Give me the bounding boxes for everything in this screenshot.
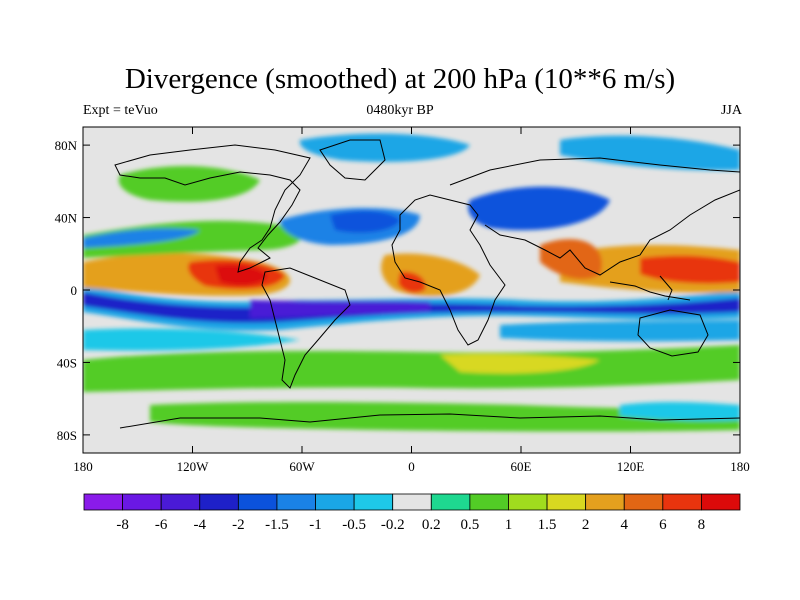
field-neg-nh-sub [83, 228, 200, 248]
lat-tick-label: 40S [57, 355, 77, 370]
eurasia-outline [449, 157, 740, 276]
colorbar-label: -0.2 [381, 517, 405, 533]
field-pos-pacific-peak [215, 264, 268, 286]
colorbar-swatch [83, 493, 123, 511]
lon-tick-label: 60W [289, 459, 315, 474]
field-pos-antarctic [150, 401, 740, 432]
colorbar-swatch [199, 493, 239, 511]
experiment-label: Expt = teVuo [83, 103, 158, 118]
colorbar-swatch [701, 493, 741, 511]
map-title: Divergence (smoothed) at 200 hPa (10**6 … [124, 63, 676, 95]
colorbar-label: -2 [232, 517, 245, 533]
colorbar-swatch [392, 493, 432, 511]
colorbar-label: 8 [698, 517, 706, 533]
greenland-outline [319, 139, 386, 181]
lon-tick-label: 120E [617, 459, 645, 474]
field-neg-south-east [500, 320, 740, 342]
field-pos-south-core [440, 353, 600, 374]
field-neg-arctic [299, 133, 470, 162]
colorbar-label: 6 [659, 517, 667, 533]
season-label: JJA [720, 103, 742, 118]
field-neg-band-eq-deep [250, 300, 430, 318]
south-america-outline [261, 267, 351, 389]
antarctica-outline [119, 413, 740, 429]
indonesia-outline [609, 275, 691, 301]
field-pos-west-pacific-core [640, 255, 740, 284]
lon-tick-label: 0 [408, 459, 415, 474]
lon-tick-label: 180 [730, 459, 750, 474]
colorbar-swatch [546, 493, 587, 511]
colorbar-label: 1.5 [538, 517, 557, 533]
colorbar-label: 0.2 [422, 517, 441, 533]
colorbar: -8 -6 -4 -2 -1.5 -1 -0.5 -0.2 0.2 0.5 1 1.5 2 4 6 8 [83, 493, 741, 533]
field-neg-south [83, 328, 300, 351]
north-america-outline [114, 144, 311, 273]
colorbar-label: 2 [582, 517, 590, 533]
colorbar-label: 4 [620, 517, 628, 533]
colorbar-swatch [662, 493, 702, 511]
field-neg-atlantic-core [330, 210, 400, 233]
colorbar-swatch [315, 493, 355, 511]
lat-tick-label: 40N [55, 211, 78, 226]
lat-tick-label: 0 [71, 283, 78, 298]
colorbar-swatch [160, 493, 201, 511]
colorbar-label: 1 [505, 517, 513, 533]
time-label: 0480kyr BP [366, 103, 434, 118]
colorbar-label: -0.5 [342, 517, 366, 533]
field-neg-eurasia [468, 186, 610, 231]
lat-tick-label: 80S [57, 428, 77, 443]
colorbar-label: -6 [155, 517, 168, 533]
colorbar-swatch [508, 493, 548, 511]
colorbar-label: 0.5 [461, 517, 480, 533]
europe-africa-outline [391, 194, 506, 346]
field-neg-antarctic-east [620, 401, 740, 421]
latitude-axis: 80N 40N 0 40S 80S [55, 138, 740, 443]
colorbar-swatch [585, 493, 625, 511]
colorbar-label: -4 [194, 517, 207, 533]
australia-outline [637, 309, 709, 357]
colorbar-swatch [276, 493, 316, 511]
colorbar-swatch [430, 493, 471, 511]
colorbar-swatch [237, 493, 278, 511]
lon-tick-label: 180 [73, 459, 93, 474]
lon-tick-label: 120W [177, 459, 210, 474]
colorbar-swatch [469, 493, 509, 511]
colorbar-swatch [353, 493, 394, 511]
lon-tick-label: 60E [511, 459, 532, 474]
lat-tick-label: 80N [55, 138, 78, 153]
colorbar-swatch [623, 493, 664, 511]
colorbar-label: -1.5 [265, 517, 289, 533]
colorbar-label: -8 [116, 517, 129, 533]
colorbar-swatch [122, 493, 162, 511]
longitude-axis: 180 120W 60W 0 60E 120E 180 [73, 127, 750, 474]
field-pos-south-band [83, 345, 740, 392]
field-neg-arctic-east [560, 135, 740, 171]
coastlines [114, 139, 740, 429]
colorbar-label: -1 [309, 517, 322, 533]
